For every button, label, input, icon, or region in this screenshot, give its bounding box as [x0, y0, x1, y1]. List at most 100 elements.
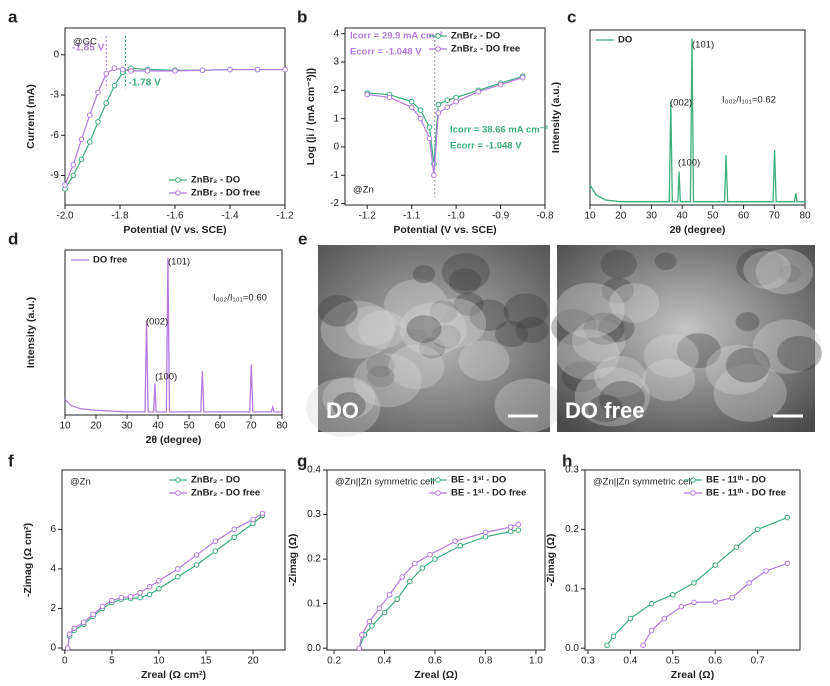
annotation: @GC	[73, 37, 97, 48]
sem-texture	[555, 329, 620, 380]
sem-texture	[458, 340, 510, 381]
sem-texture	[599, 380, 646, 418]
data-point	[118, 594, 125, 601]
sem-texture	[322, 377, 376, 419]
x-tick-label: 50	[707, 211, 719, 222]
sem-texture	[736, 248, 784, 286]
x-tick-label: -0.9	[492, 211, 510, 222]
data-point	[648, 627, 655, 634]
legend-marker	[435, 477, 441, 483]
series-line	[606, 516, 788, 646]
sem-texture	[705, 344, 770, 395]
sem-texture	[743, 250, 792, 289]
data-point	[172, 68, 178, 74]
sem-texture	[345, 305, 397, 346]
sem-texture	[555, 282, 625, 338]
data-point	[669, 591, 676, 598]
data-point	[356, 645, 363, 652]
legend-marker	[690, 477, 696, 483]
legend-label: BE - 1ˢᵗ - DO	[451, 475, 506, 486]
plot-frame	[64, 27, 286, 206]
image-label: DO	[326, 398, 359, 423]
data-point	[784, 514, 791, 521]
panel-label: a	[8, 7, 18, 26]
data-point	[90, 611, 96, 618]
sem-texture	[320, 300, 395, 359]
panel-label: g	[297, 451, 307, 470]
data-point	[427, 551, 433, 558]
legend-label: ZnBr₂ - DO free	[191, 188, 260, 199]
x-tick-label: 0.3	[581, 656, 595, 667]
sem-texture	[503, 293, 549, 329]
annotation: (002)	[146, 317, 168, 328]
data-point	[231, 534, 237, 541]
data-point	[254, 66, 261, 73]
data-point	[507, 528, 514, 535]
sem-texture	[551, 309, 597, 346]
x-tick-label: -2.0	[56, 211, 74, 222]
y-tick-label: 1	[333, 113, 339, 124]
sem-texture	[441, 253, 490, 291]
annotation: (101)	[692, 40, 714, 51]
sem-texture	[305, 378, 381, 437]
legend-marker	[435, 33, 441, 39]
data-point	[515, 527, 522, 533]
annotation: @Zn||Zn symmetric cell	[593, 477, 693, 488]
x-tick-label: 0.4	[623, 656, 637, 667]
sem-texture	[418, 337, 446, 359]
x-tick-label: -1.4	[221, 211, 239, 222]
series-line	[367, 76, 523, 176]
sem-texture	[384, 279, 448, 330]
data-point	[406, 578, 413, 585]
data-point	[408, 104, 415, 111]
data-point	[381, 609, 388, 616]
sem-texture	[713, 364, 787, 422]
annotation: Ecorr = -1.048 V	[350, 47, 422, 58]
series-line	[67, 513, 263, 649]
sem-texture	[423, 298, 487, 348]
x-tick-label: 70	[769, 211, 781, 222]
plot-frame	[61, 469, 286, 651]
data-point	[712, 562, 718, 568]
data-point	[475, 88, 482, 95]
x-tick-label: 0.5	[666, 656, 680, 667]
series-line	[64, 67, 285, 186]
data-point	[399, 574, 405, 580]
data-point	[661, 615, 668, 622]
data-point	[784, 560, 791, 567]
y-axis-label: Intensity (a.u.)	[25, 297, 37, 368]
x-tick-label: 0.8	[479, 656, 493, 667]
data-point	[733, 544, 740, 551]
annotation: @Zn||Zn symmetric cell	[335, 477, 435, 488]
y-tick-label: 6	[50, 524, 56, 535]
data-point	[408, 98, 415, 105]
data-point	[128, 68, 134, 74]
x-tick-label: 10	[153, 656, 165, 667]
legend-marker	[435, 490, 441, 496]
x-tick-label: 10	[584, 211, 596, 222]
sem-texture	[469, 299, 509, 331]
data-point	[482, 529, 489, 536]
sem-texture	[448, 268, 482, 295]
sem-texture	[388, 344, 445, 390]
y-tick-label: 0.3	[307, 509, 321, 520]
legend-label: ZnBr₂ - DO	[191, 175, 240, 186]
data-point	[109, 597, 115, 604]
sem-texture	[609, 283, 660, 323]
data-point	[453, 98, 459, 105]
annotation: I₀₀₂/I₁₀₁=0.60	[213, 293, 267, 304]
sem-image	[557, 245, 815, 432]
x-tick-label: 80	[799, 211, 811, 222]
data-point	[146, 591, 153, 598]
panel-label: e	[298, 229, 307, 248]
sem-texture	[752, 319, 822, 374]
x-tick-label: 40	[677, 211, 689, 222]
series-line	[642, 562, 788, 646]
sem-texture	[494, 378, 563, 433]
sem-texture	[583, 312, 625, 345]
data-point	[212, 548, 219, 554]
legend-label: ZnBr₂ - DO	[191, 475, 240, 486]
y-tick-label: 0.1	[307, 598, 321, 609]
data-point	[394, 596, 400, 603]
sem-texture	[453, 292, 484, 316]
